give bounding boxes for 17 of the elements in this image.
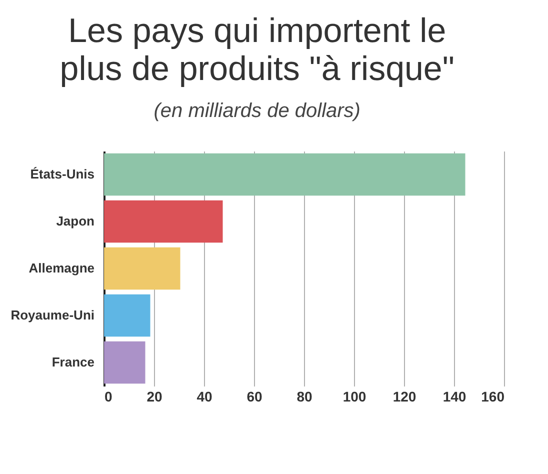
y-tick-label: Royaume-Uni [10, 308, 94, 322]
x-tick-label: 140 [442, 388, 466, 404]
x-tick-label: 80 [296, 388, 312, 404]
y-tick-label: États-Unis [30, 166, 94, 182]
y-tick-label: France [52, 354, 94, 370]
y-tick-label: Japon [56, 214, 95, 228]
chart-subtitle: (en milliards de dollars) [154, 100, 360, 122]
text: plus de produits "à risque" [60, 50, 454, 88]
x-tick-label: 160 [481, 388, 505, 404]
x-tick-label: 20 [146, 388, 162, 404]
x-tick-label: 100 [342, 388, 366, 404]
text: Les pays qui importent le [68, 12, 446, 50]
x-tick-label: 120 [392, 388, 416, 404]
x-tick-label: 0 [104, 388, 112, 404]
x-tick-label: 60 [246, 388, 262, 404]
y-tick-label: Allemagne [28, 260, 94, 276]
x-tick-label: 40 [196, 388, 212, 404]
